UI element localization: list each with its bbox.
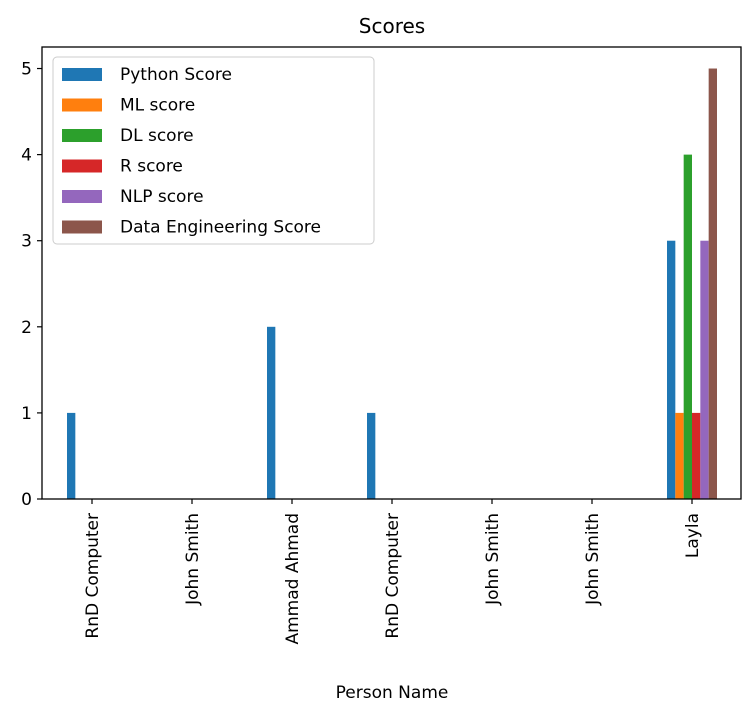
y-tick-label: 3 xyxy=(21,232,32,252)
x-tick-label: RnD Computer xyxy=(83,513,103,639)
bars-group xyxy=(67,68,717,500)
bar xyxy=(700,240,709,499)
x-tick-label: RnD Computer xyxy=(383,513,403,639)
bar xyxy=(708,68,717,500)
legend-box xyxy=(52,56,375,245)
y-tick-label: 4 xyxy=(21,146,32,166)
x-axis-label: Person Name xyxy=(336,683,449,703)
y-tick-label: 0 xyxy=(21,490,32,510)
y-tick-label: 5 xyxy=(21,60,32,80)
bar xyxy=(667,240,676,499)
bar xyxy=(67,412,76,499)
x-tick-label: John Smith xyxy=(183,513,203,606)
bar xyxy=(683,154,692,499)
x-axis: RnD Computer John Smith Ammad Ahmad RnD Com… xyxy=(83,499,703,645)
y-axis: 0 1 2 3 4 5 xyxy=(21,60,42,510)
legend-entry: ML score xyxy=(120,96,195,116)
x-tick-label: John Smith xyxy=(583,513,603,606)
bar xyxy=(675,412,684,499)
legend-entry: Python Score xyxy=(120,65,232,85)
chart-title: Scores xyxy=(359,14,425,38)
legend-swatch xyxy=(62,159,102,173)
x-tick-label: Ammad Ahmad xyxy=(283,513,303,645)
legend-entry: Data Engineering Score xyxy=(120,218,321,238)
y-tick-label: 1 xyxy=(21,404,32,424)
bar xyxy=(267,326,276,499)
legend-swatch xyxy=(62,129,102,142)
legend-entry: R score xyxy=(120,157,183,177)
legend: Python Score ML score DL score R score NLP s… xyxy=(52,56,375,245)
bar xyxy=(692,412,701,499)
bar xyxy=(367,412,376,499)
legend-entry: DL score xyxy=(120,126,194,146)
legend-swatch xyxy=(62,98,102,112)
x-tick-label: Layla xyxy=(683,513,703,558)
legend-entry: NLP score xyxy=(120,187,204,207)
legend-swatch xyxy=(62,190,102,203)
x-tick-label: John Smith xyxy=(483,513,503,606)
y-tick-label: 2 xyxy=(21,318,32,338)
legend-swatch xyxy=(62,68,102,81)
legend-swatch xyxy=(62,220,102,234)
